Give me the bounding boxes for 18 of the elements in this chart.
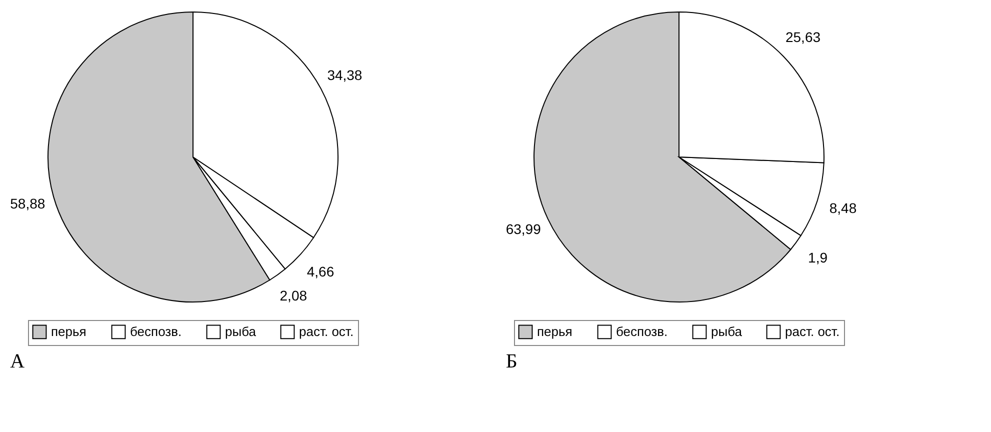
data-label: 2,08 bbox=[280, 288, 308, 304]
legend-label: раст. ост. bbox=[299, 324, 354, 339]
data-label: 63,99 bbox=[506, 221, 542, 238]
text: А bbox=[10, 350, 26, 372]
legend-label: рыба bbox=[225, 324, 257, 339]
data-label: 34,38 bbox=[327, 66, 362, 83]
legend-label: перья bbox=[537, 324, 572, 339]
data-label: 1,9 bbox=[808, 250, 828, 266]
legend-label: перья bbox=[51, 324, 86, 339]
data-label: 8,48 bbox=[829, 200, 857, 216]
legend-label: рыба bbox=[711, 324, 743, 339]
legend-label: раст. ост. bbox=[785, 324, 840, 339]
data-label: 25,63 bbox=[785, 28, 821, 45]
data-label: 58,88 bbox=[10, 195, 46, 212]
data-label: 4,66 bbox=[306, 263, 334, 280]
legend-label: беспозв. bbox=[616, 324, 668, 339]
legend-label: беспозв. bbox=[130, 324, 182, 339]
text: Б bbox=[506, 350, 518, 372]
